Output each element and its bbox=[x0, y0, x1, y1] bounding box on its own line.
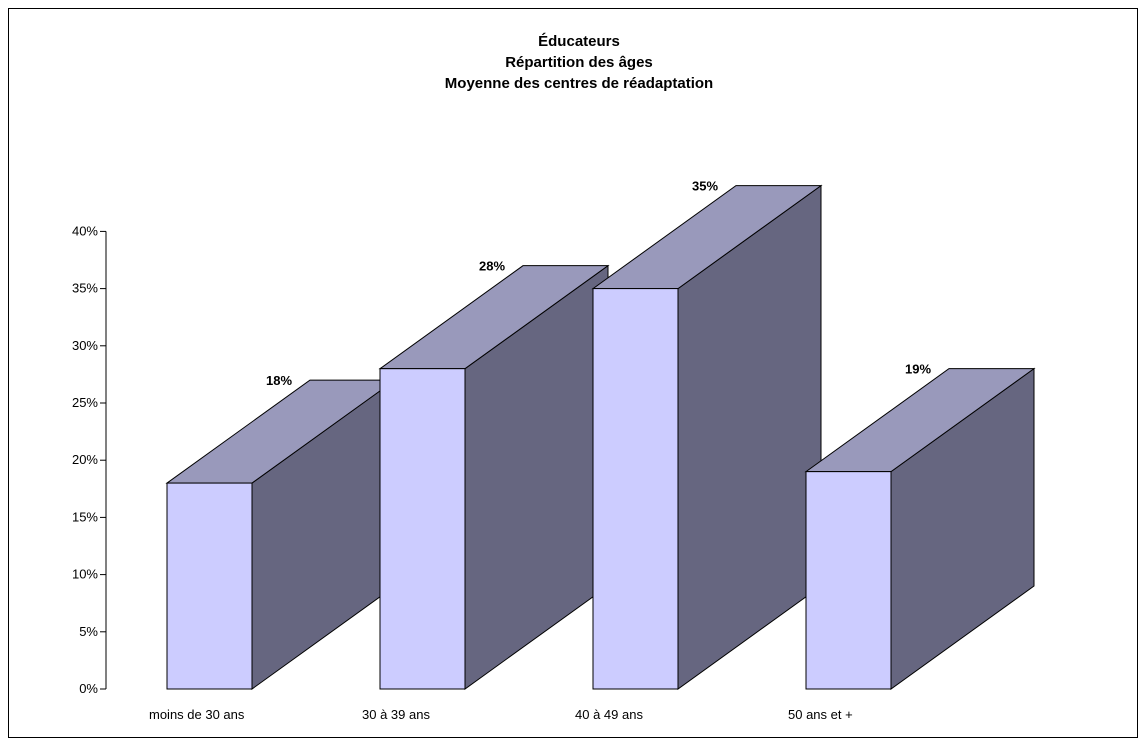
bar-front-face bbox=[166, 482, 253, 690]
y-tick-label: 35% bbox=[72, 281, 98, 296]
x-category-label: 40 à 49 ans bbox=[575, 707, 643, 722]
y-tick-label: 20% bbox=[72, 452, 98, 467]
y-tick-label: 30% bbox=[72, 338, 98, 353]
chart-title: Éducateurs Répartition des âges Moyenne … bbox=[445, 33, 713, 92]
x-category-label: 50 ans et + bbox=[788, 707, 853, 722]
chart-title-line-1: Éducateurs bbox=[538, 33, 620, 50]
y-tick-label: 0% bbox=[79, 681, 98, 696]
y-tick-label: 25% bbox=[72, 395, 98, 410]
x-category-label: moins de 30 ans bbox=[149, 707, 245, 722]
y-tick-label: 15% bbox=[72, 509, 98, 524]
bar: 19% bbox=[804, 362, 1036, 690]
y-axis: 0% 5% 10% 15% 20% 25% 30% 35% 40% bbox=[72, 223, 107, 696]
chart-svg: Éducateurs Répartition des âges Moyenne … bbox=[72, 33, 1036, 722]
bar-data-label: 28% bbox=[479, 259, 505, 274]
y-tick-label: 40% bbox=[72, 223, 98, 238]
bar-data-label: 18% bbox=[266, 373, 292, 388]
bar: 18% bbox=[165, 373, 397, 690]
chart-title-line-2: Répartition des âges bbox=[505, 54, 653, 71]
bar-front-face bbox=[379, 368, 466, 690]
chart-frame: Éducateurs Répartition des âges Moyenne … bbox=[8, 8, 1138, 738]
bar-data-label: 35% bbox=[692, 179, 718, 194]
bars: 18% 28% 35% 19% bbox=[165, 179, 1036, 690]
bar: 28% bbox=[378, 259, 610, 690]
y-tick-label: 10% bbox=[72, 567, 98, 582]
bar-front-face bbox=[805, 471, 892, 690]
bar-data-label: 19% bbox=[905, 362, 931, 377]
bar: 35% bbox=[591, 179, 823, 690]
x-axis: moins de 30 ans 30 à 39 ans 40 à 49 ans 50 … bbox=[149, 707, 853, 722]
y-tick-label: 5% bbox=[79, 624, 98, 639]
chart-title-line-3: Moyenne des centres de réadaptation bbox=[445, 75, 713, 92]
bar-front-face bbox=[592, 288, 679, 690]
x-category-label: 30 à 39 ans bbox=[362, 707, 430, 722]
